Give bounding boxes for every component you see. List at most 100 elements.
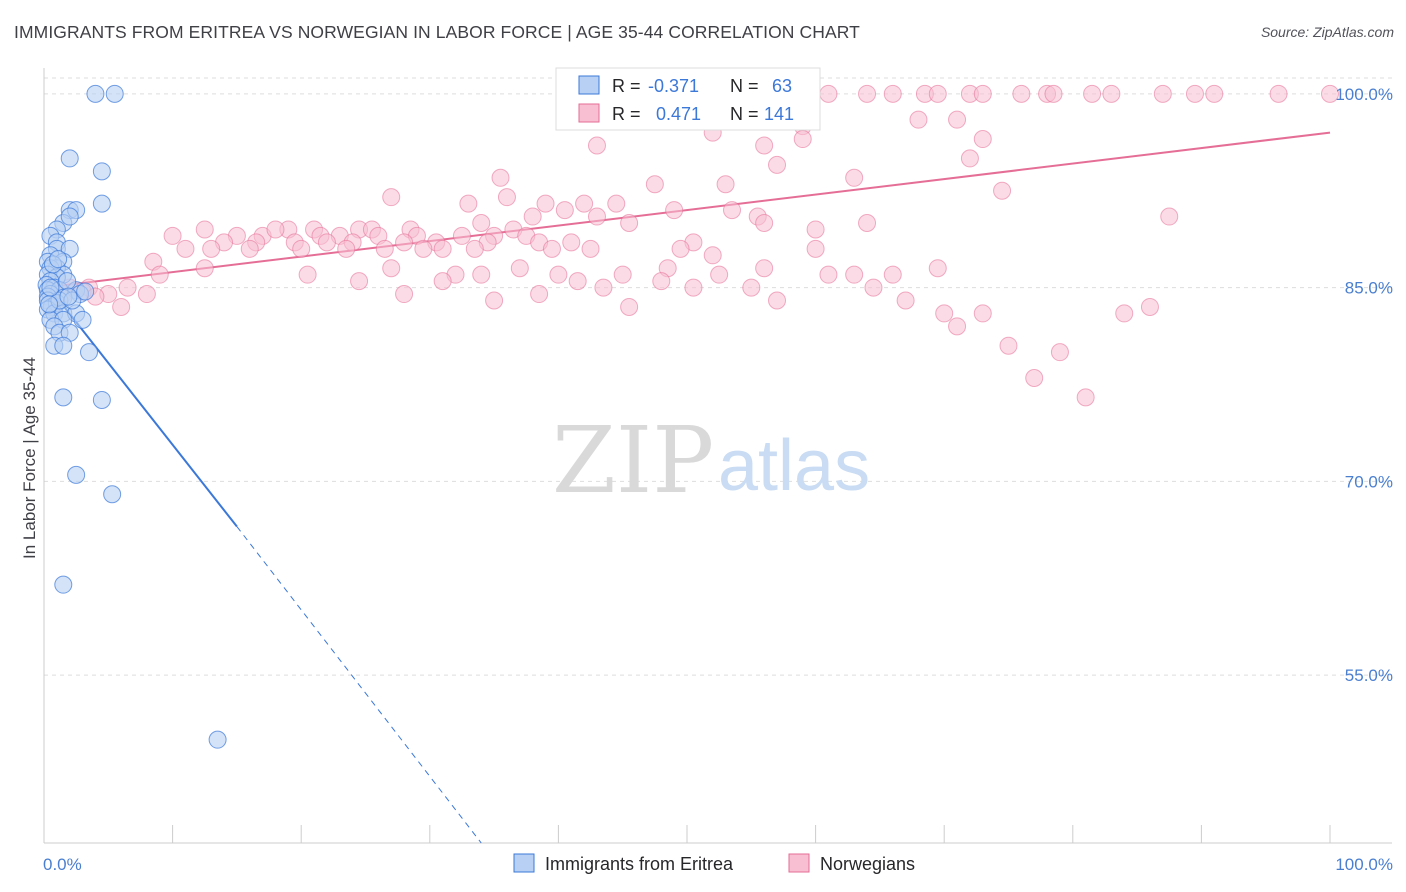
point-norwegian-119 <box>742 278 761 297</box>
legend-n-value-norwegian: 141 <box>764 104 794 124</box>
point-norwegian-132 <box>1076 388 1095 407</box>
point-eritrea-51 <box>103 485 122 504</box>
point-norwegian-115 <box>620 297 639 316</box>
point-norwegian-41 <box>755 214 774 232</box>
trend-line-eritrea-extension <box>236 526 482 844</box>
point-norwegian-127 <box>948 317 967 336</box>
point-norwegian-30 <box>497 188 516 207</box>
point-norwegian-126 <box>935 304 954 323</box>
point-norwegian-39 <box>523 207 542 226</box>
point-norwegian-61 <box>452 226 471 245</box>
point-norwegian-17 <box>909 110 928 129</box>
point-norwegian-1 <box>858 84 877 103</box>
point-norwegian-91 <box>382 259 401 278</box>
point-norwegian-116 <box>652 272 671 291</box>
point-eritrea-50 <box>67 465 86 484</box>
point-norwegian-42 <box>620 214 639 232</box>
y-tick-label-3: 100.0% <box>1335 85 1393 104</box>
grid-lines <box>44 77 1394 676</box>
point-norwegian-134 <box>1140 297 1159 316</box>
stats-legend-box <box>555 67 821 131</box>
bottom-legend-label-eritrea: Immigrants from Eritrea <box>545 854 734 874</box>
point-norwegian-43 <box>587 207 606 226</box>
point-eritrea-59 <box>49 250 68 269</box>
point-norwegian-84 <box>542 239 561 258</box>
series-legend: Immigrants from Eritrea Norwegians <box>513 853 915 874</box>
point-norwegian-6 <box>973 84 992 103</box>
point-norwegian-137 <box>928 259 947 278</box>
point-norwegian-111 <box>485 291 504 310</box>
point-eritrea-47 <box>80 343 99 362</box>
point-norwegian-122 <box>819 265 838 284</box>
point-norwegian-22 <box>755 136 774 155</box>
point-norwegian-77 <box>240 239 259 258</box>
y-tick-label-1: 70.0% <box>1345 472 1393 491</box>
y-tick-labels: 55.0% 70.0% 85.0% 100.0% <box>1335 85 1393 685</box>
point-norwegian-131 <box>1050 343 1069 362</box>
legend-n-label-norwegian: N = <box>730 104 759 124</box>
point-norwegian-124 <box>883 265 902 284</box>
point-norwegian-14 <box>1205 84 1224 103</box>
point-eritrea-1 <box>105 84 124 103</box>
point-norwegian-96 <box>613 265 632 284</box>
point-norwegian-110 <box>433 272 452 291</box>
y-axis-label: In Labor Force | Age 35-44 <box>20 357 39 559</box>
point-norwegian-138 <box>864 278 883 297</box>
point-norwegian-26 <box>645 175 664 194</box>
point-norwegian-25 <box>845 168 864 187</box>
point-norwegian-76 <box>202 239 221 258</box>
point-eritrea-55 <box>41 278 60 297</box>
point-norwegian-36 <box>555 201 574 220</box>
point-norwegian-73 <box>562 233 581 252</box>
point-norwegian-46 <box>195 220 214 239</box>
point-norwegian-7 <box>1012 84 1031 103</box>
source-label: Source: ZipAtlas.com <box>1260 24 1394 40</box>
watermark-zip: ZIP <box>552 407 714 514</box>
point-norwegian-133 <box>1115 304 1134 323</box>
point-norwegian-11 <box>1102 84 1121 103</box>
point-eritrea-60 <box>40 295 59 314</box>
point-norwegian-32 <box>536 194 555 213</box>
point-norwegian-78 <box>292 239 311 258</box>
legend-r-value-eritrea: -0.371 <box>648 76 699 96</box>
point-norwegian-31 <box>459 194 478 213</box>
point-norwegian-10 <box>1083 84 1102 103</box>
point-norwegian-21 <box>587 136 606 155</box>
legend-r-value-norwegian: 0.471 <box>656 104 701 124</box>
point-norwegian-69 <box>395 233 414 252</box>
bottom-legend-swatch-eritrea <box>513 853 535 873</box>
point-norwegian-37 <box>723 201 742 220</box>
point-eritrea-8 <box>60 207 79 226</box>
point-norwegian-94 <box>510 259 529 278</box>
point-norwegian-117 <box>684 278 703 297</box>
point-norwegian-112 <box>530 285 549 304</box>
point-eritrea-2 <box>60 149 79 168</box>
point-norwegian-82 <box>433 239 452 258</box>
point-norwegian-101 <box>137 285 156 304</box>
point-norwegian-23 <box>793 130 812 149</box>
point-norwegian-67 <box>317 233 336 252</box>
point-norwegian-109 <box>395 285 414 304</box>
point-norwegian-135 <box>1160 207 1179 226</box>
point-norwegian-98 <box>703 246 722 265</box>
point-norwegian-121 <box>806 239 825 258</box>
point-eritrea-0 <box>86 84 105 103</box>
watermark-atlas: atlas <box>718 426 870 506</box>
bottom-legend-swatch-norwegian <box>788 853 810 873</box>
norwegian-points <box>54 84 1339 407</box>
point-norwegian-120 <box>755 259 774 278</box>
y-tick-label-0: 55.0% <box>1345 666 1393 685</box>
point-eritrea-49 <box>92 390 111 409</box>
point-norwegian-140 <box>960 149 979 168</box>
point-norwegian-24 <box>768 155 787 174</box>
stats-legend: R = -0.371 N = 63 R = 0.471 N = 141 <box>555 67 821 131</box>
legend-r-label-norwegian: R = <box>612 104 641 124</box>
point-norwegian-53 <box>163 226 182 245</box>
point-norwegian-95 <box>549 265 568 284</box>
point-norwegian-108 <box>350 272 369 291</box>
point-norwegian-93 <box>472 265 491 284</box>
point-norwegian-139 <box>768 291 787 310</box>
point-norwegian-100 <box>118 278 137 297</box>
point-eritrea-52 <box>54 575 73 594</box>
point-norwegian-4 <box>928 84 947 103</box>
